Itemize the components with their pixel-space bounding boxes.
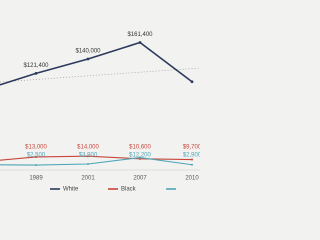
chart: 1989 2001 2007 2010 $121,400 $140,000 $161,400… <box>0 0 200 200</box>
point <box>86 57 90 61</box>
value-label: $3,900 <box>79 153 98 159</box>
x-tick-label: 2010 <box>185 176 199 182</box>
point <box>191 163 193 166</box>
legend-label: White <box>63 187 79 193</box>
x-tick-label: 2001 <box>81 176 95 182</box>
point <box>87 162 89 165</box>
point <box>139 156 141 159</box>
value-label: $9,700 <box>183 145 200 151</box>
x-tick-label: 2007 <box>133 176 147 182</box>
x-tick-label: 1989 <box>29 176 43 182</box>
value-label: $2,900 <box>183 153 200 159</box>
value-label: $121,400 <box>23 63 49 69</box>
value-label: $2,500 <box>27 153 46 159</box>
trend-line <box>0 67 200 83</box>
page: 1989 2001 2007 2010 $121,400 $140,000 $161,400… <box>0 0 200 200</box>
point <box>35 155 37 158</box>
point <box>138 41 142 44</box>
point <box>190 80 194 84</box>
value-label: $14,000 <box>77 145 99 151</box>
background <box>0 0 200 200</box>
value-label: $10,600 <box>129 145 151 151</box>
legend-label: Black <box>121 187 137 193</box>
value-label: $161,400 <box>127 32 153 38</box>
point <box>191 158 193 161</box>
value-label: $12,200 <box>129 153 151 159</box>
point <box>87 155 89 158</box>
point <box>35 164 37 167</box>
point <box>34 71 38 75</box>
value-label: $140,000 <box>75 49 101 55</box>
value-label: $13,000 <box>25 145 47 151</box>
